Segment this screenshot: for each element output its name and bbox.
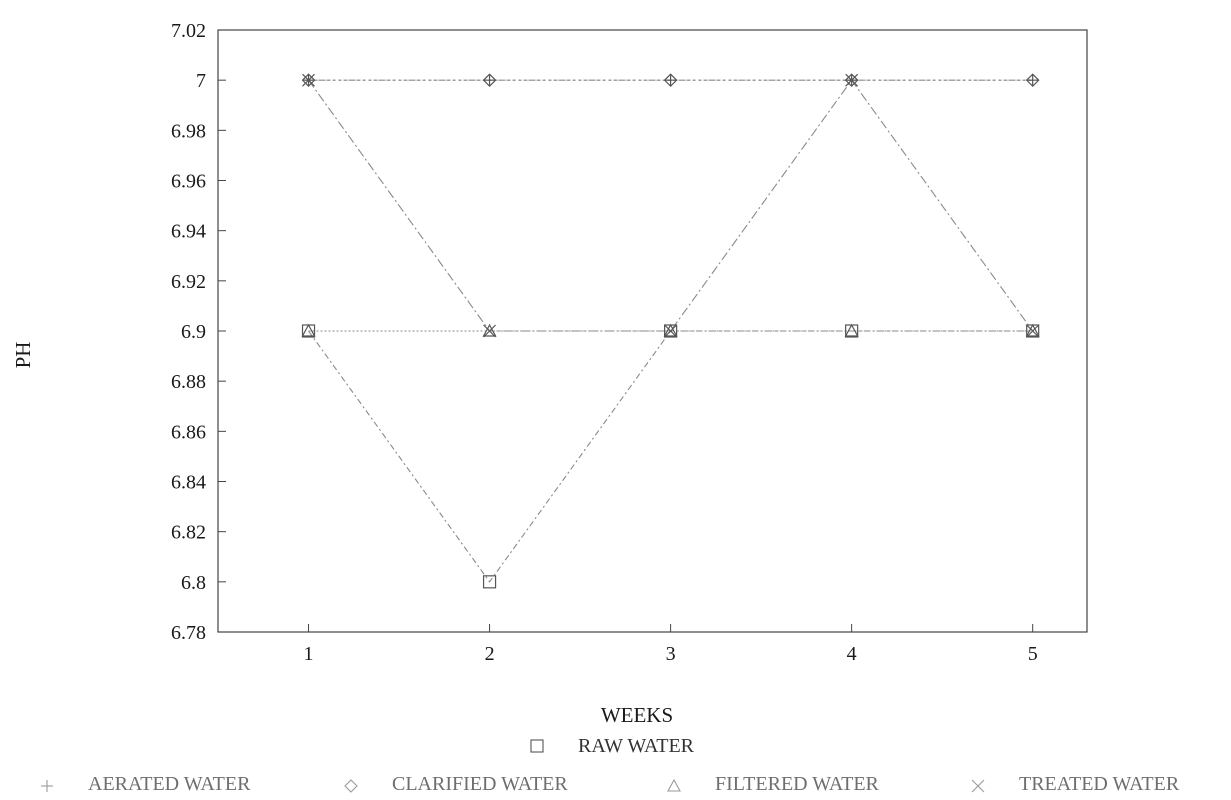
data-point-clarified-water [1025, 73, 1040, 88]
legend-label-filtered-water: FILTERED WATER [715, 773, 880, 795]
data-point-filtered-water [1025, 323, 1040, 337]
legend-item-filtered-water: FILTERED WATER [667, 773, 880, 795]
y-axis-ticks: 6.78 6.8 6.82 6.84 6.86 6.88 6.9 6.92 6.94 6.96 6.… [171, 20, 226, 644]
y-tick-label: 6.98 [171, 120, 206, 142]
legend-marker-raw-water [530, 739, 544, 753]
data-point-filtered-water [663, 323, 678, 337]
data-point-aerated-water [664, 74, 677, 87]
data-point-treated-water [483, 324, 496, 338]
y-axis-title: PH [11, 342, 35, 369]
y-tick-label: 6.88 [171, 371, 206, 393]
legend-marker-treated-water [971, 779, 985, 793]
legend-label-clarified-water: CLARIFIED WATER [392, 773, 568, 795]
x-tick-label: 2 [485, 643, 495, 665]
data-point-filtered-water [301, 323, 316, 337]
y-tick-label: 6.84 [171, 472, 206, 494]
data-point-clarified-water [482, 73, 497, 88]
data-point-treated-water [664, 324, 678, 338]
data-point-aerated-water [1026, 74, 1039, 87]
legend-item-clarified-water: CLARIFIED WATER [344, 773, 568, 795]
data-point-aerated-water [483, 74, 496, 87]
y-tick-label: 6.9 [181, 321, 206, 343]
legend-label-raw-water: RAW WATER [578, 735, 695, 757]
data-point-treated-water [845, 73, 859, 87]
x-axis-title: WEEKS [601, 703, 673, 727]
x-tick-label: 5 [1028, 643, 1038, 665]
x-tick-label: 1 [304, 643, 314, 665]
legend: RAW WATER AERATED WATER CLARIFIED WATER FIL… [41, 735, 1180, 795]
y-tick-label: 6.78 [171, 622, 206, 644]
y-tick-label: 6.82 [171, 522, 206, 544]
y-tick-label: 6.86 [171, 421, 206, 443]
y-tick-label: 7.02 [171, 20, 206, 42]
legend-marker-filtered-water [667, 778, 681, 792]
legend-item-raw-water: RAW WATER [530, 735, 695, 757]
y-tick-label: 6.8 [181, 572, 206, 594]
y-tick-label: 6.94 [171, 221, 206, 243]
x-axis-ticks: 1 2 3 4 5 [304, 624, 1038, 665]
data-point-filtered-water [844, 323, 859, 337]
legend-marker-aerated-water [41, 780, 53, 792]
data-point-clarified-water [844, 73, 859, 88]
series-markers [301, 73, 1040, 589]
legend-item-treated-water: TREATED WATER [971, 773, 1180, 795]
legend-label-treated-water: TREATED WATER [1019, 773, 1180, 795]
data-point-filtered-water [482, 323, 497, 337]
series-line-raw-water [308, 330, 1033, 583]
data-point-clarified-water [301, 73, 316, 88]
y-tick-label: 7 [196, 70, 206, 92]
data-point-clarified-water [663, 73, 678, 88]
legend-item-aerated-water: AERATED WATER [41, 773, 251, 795]
y-tick-label: 6.92 [171, 271, 206, 293]
y-tick-label: 6.96 [171, 171, 206, 193]
data-point-treated-water [1026, 324, 1040, 338]
x-tick-label: 3 [666, 643, 676, 665]
x-tick-label: 4 [847, 643, 857, 665]
legend-label-aerated-water: AERATED WATER [88, 773, 251, 795]
data-point-treated-water [302, 73, 315, 87]
series-line-treated-water [308, 79, 1034, 332]
data-point-raw-water [482, 575, 497, 589]
legend-marker-clarified-water [344, 779, 358, 793]
